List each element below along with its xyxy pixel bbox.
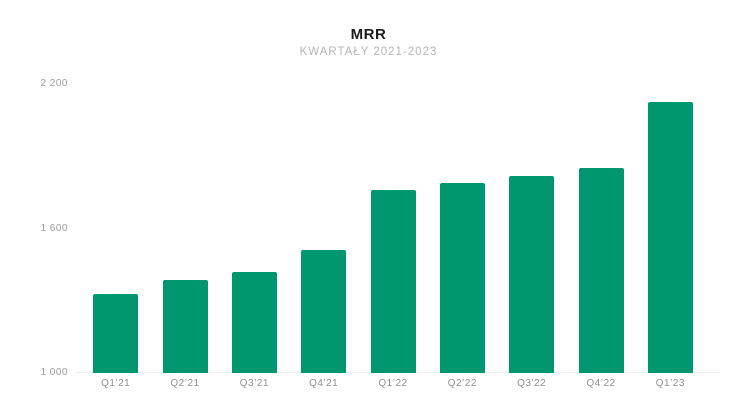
- bar-8: [578, 168, 624, 373]
- x-tick-label: Q1’21: [101, 378, 131, 389]
- y-tick-label: 2 200: [40, 78, 68, 89]
- chart-title: MRR: [350, 26, 387, 43]
- chart-subtitle: KWARTAŁY 2021-2023: [299, 46, 438, 58]
- x-tick-label: Q1’23: [655, 378, 685, 389]
- x-tick-label: Q4’22: [586, 378, 616, 389]
- bar-5: [370, 190, 416, 373]
- bar-3: [231, 271, 277, 373]
- x-tick-label: Q2’21: [170, 378, 200, 389]
- x-tick-label: Q1’22: [378, 378, 408, 389]
- plot-area: [81, 84, 705, 373]
- bar-7: [509, 175, 555, 373]
- x-tick-label: Q3’21: [239, 378, 269, 389]
- x-tick-label: Q3’22: [517, 378, 547, 389]
- y-tick-label: 1 600: [40, 222, 68, 234]
- bar-1: [93, 293, 139, 373]
- x-tick-label: Q2’22: [447, 378, 477, 389]
- x-tick-label: Q4’21: [309, 378, 339, 389]
- y-axis: 1 000 1 600 2 200: [0, 78, 68, 378]
- y-tick-label: 1 000: [40, 367, 68, 378]
- x-axis: Q1’21 Q2’21 Q3’21 Q4’21 Q1’22 Q2’22 Q3’22 Q4’22…: [81, 378, 705, 394]
- bar-9: [647, 102, 693, 373]
- bar-6: [439, 182, 485, 373]
- bar-4: [301, 250, 347, 373]
- bar-2: [162, 280, 208, 373]
